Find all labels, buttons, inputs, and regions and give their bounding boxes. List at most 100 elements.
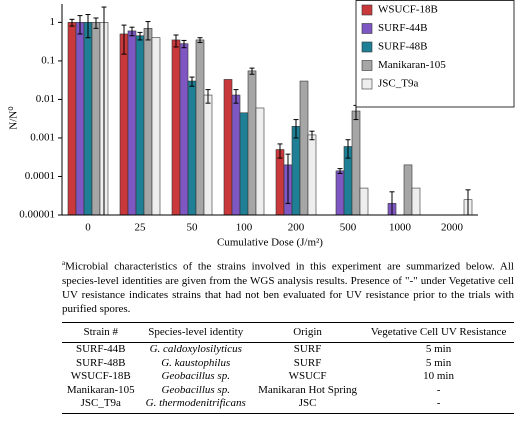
- bar: [351, 110, 361, 216]
- x-axis-title: Cumulative Dose (J/m²): [217, 237, 323, 249]
- bar: [203, 94, 213, 216]
- header-cell: Origin: [251, 322, 364, 343]
- y-tick-label: 0.01: [36, 93, 55, 105]
- error-bar: [233, 89, 239, 104]
- table-cell: 5 min: [425, 356, 452, 369]
- bar: [359, 187, 369, 216]
- table-row: SURF-48B G. kaustophilus SURF 5 min: [62, 357, 514, 371]
- footnote-marker: a: [62, 259, 66, 267]
- y-tick-label: 1: [50, 16, 56, 28]
- y-tick-label: 0.0001: [25, 170, 55, 182]
- legend-box: [355, 0, 515, 108]
- error-bar: [249, 67, 255, 75]
- error-bar: [197, 37, 203, 44]
- error-bar: [77, 15, 83, 35]
- error-bar: [309, 130, 315, 141]
- legend-swatch: [361, 78, 373, 90]
- bar: [67, 22, 77, 216]
- x-tick-label: 2000: [441, 222, 464, 234]
- table-cell: -: [436, 383, 441, 396]
- table-row: WSUCF-18B Geobacillus sp. WSUCF 10 min: [62, 370, 514, 384]
- error-bar: [121, 24, 127, 55]
- table-cell: -: [363, 397, 514, 414]
- bar: [91, 22, 101, 216]
- error-bar: [69, 18, 75, 27]
- legend-swatch: [361, 60, 373, 71]
- table-cell: G. kaustophilus: [161, 356, 231, 369]
- error-bar: [173, 34, 179, 48]
- bar: [75, 22, 85, 216]
- error-bar: [285, 153, 291, 204]
- bar: [223, 79, 233, 216]
- error-bar: [205, 89, 211, 104]
- table-cell: Geobacillus sp.: [161, 370, 230, 382]
- header-cell: Vegetative Cell UV Resistance: [363, 322, 514, 343]
- bar: [403, 164, 413, 216]
- error-bar: [93, 17, 99, 29]
- y-tick-label: 0.001: [30, 131, 55, 143]
- y-tick-label: 0.00001: [19, 209, 55, 221]
- legend-swatch: [361, 23, 373, 34]
- bar: [179, 43, 189, 216]
- table-row: JSC_T9a G. thermodenitrificans JSC -: [62, 397, 514, 414]
- table-cell: 5 min: [425, 343, 452, 355]
- x-tick-label: 25: [135, 222, 147, 234]
- strain-table: Strain # Species-level identity Origin Vege…: [62, 322, 514, 414]
- legend-label: WSUCF-18B: [378, 4, 438, 16]
- chart: N/N⁰ Cumulative Dose (J/m²) 0.00001 0.000…: [8, 0, 515, 249]
- legend-label: SURF-44B: [378, 22, 428, 34]
- bar: [335, 170, 345, 216]
- table-cell: SURF-48B: [75, 356, 126, 369]
- error-bar: [189, 76, 195, 87]
- error-bar: [137, 31, 143, 41]
- header-row: Strain # Species-level identity Origin Vege…: [62, 322, 514, 343]
- x-tick-label: 1000: [389, 222, 412, 234]
- bar: [231, 94, 241, 216]
- legend-label: Manikaran-105: [378, 59, 446, 71]
- x-tick-label: 0: [85, 222, 91, 234]
- bar: [119, 33, 129, 216]
- bar: [291, 126, 301, 216]
- bar: [275, 149, 285, 216]
- bar: [83, 22, 93, 216]
- y-tick-label: 0.1: [41, 54, 55, 66]
- caption: aMicrobial characteristics of the strain…: [62, 256, 514, 316]
- error-bar: [145, 21, 151, 41]
- x-tick-label: 100: [236, 222, 253, 234]
- table-cell: SURF: [293, 356, 322, 369]
- error-bar: [293, 119, 299, 139]
- table-cell: G. thermodenitrificans: [139, 397, 252, 414]
- caption-text: Microbial characteristics of the strains…: [62, 260, 514, 315]
- header-cell: Strain #: [62, 322, 140, 343]
- bar: [411, 187, 421, 216]
- table-cell: G. caldoxylosilyticus: [149, 343, 242, 355]
- table-cell: Manikaran Hot Spring: [258, 383, 358, 396]
- legend-label: SURF-48B: [378, 41, 428, 53]
- bar: [195, 39, 205, 216]
- table-cell: SURF-44B: [75, 343, 126, 355]
- y-axis-title: N/N⁰: [8, 106, 20, 130]
- table-cell: JSC: [251, 397, 364, 414]
- legend-label: JSC_T9a: [378, 78, 418, 90]
- table-cell: JSC_T9a: [62, 397, 140, 414]
- table-cell: SURF: [293, 343, 322, 355]
- legend-swatch: [361, 4, 373, 16]
- table-cell: 10 min: [423, 370, 454, 382]
- error-bar: [345, 139, 351, 159]
- bar: [151, 37, 161, 216]
- bar: [143, 28, 153, 216]
- bar: [127, 30, 137, 216]
- error-bar: [129, 26, 135, 37]
- table-cell: Geobacillus sp.: [161, 383, 230, 396]
- bar: [187, 80, 197, 216]
- bar: [247, 70, 257, 216]
- x-tick-label: 50: [187, 222, 199, 234]
- error-bar: [337, 168, 343, 174]
- bar: [239, 112, 249, 216]
- header-cell: Species-level identity: [139, 322, 252, 343]
- bar: [135, 35, 145, 216]
- x-tick-label: 500: [340, 222, 357, 234]
- table-cell: WSUCF-18B: [70, 370, 131, 382]
- x-tick-label: 200: [288, 222, 305, 234]
